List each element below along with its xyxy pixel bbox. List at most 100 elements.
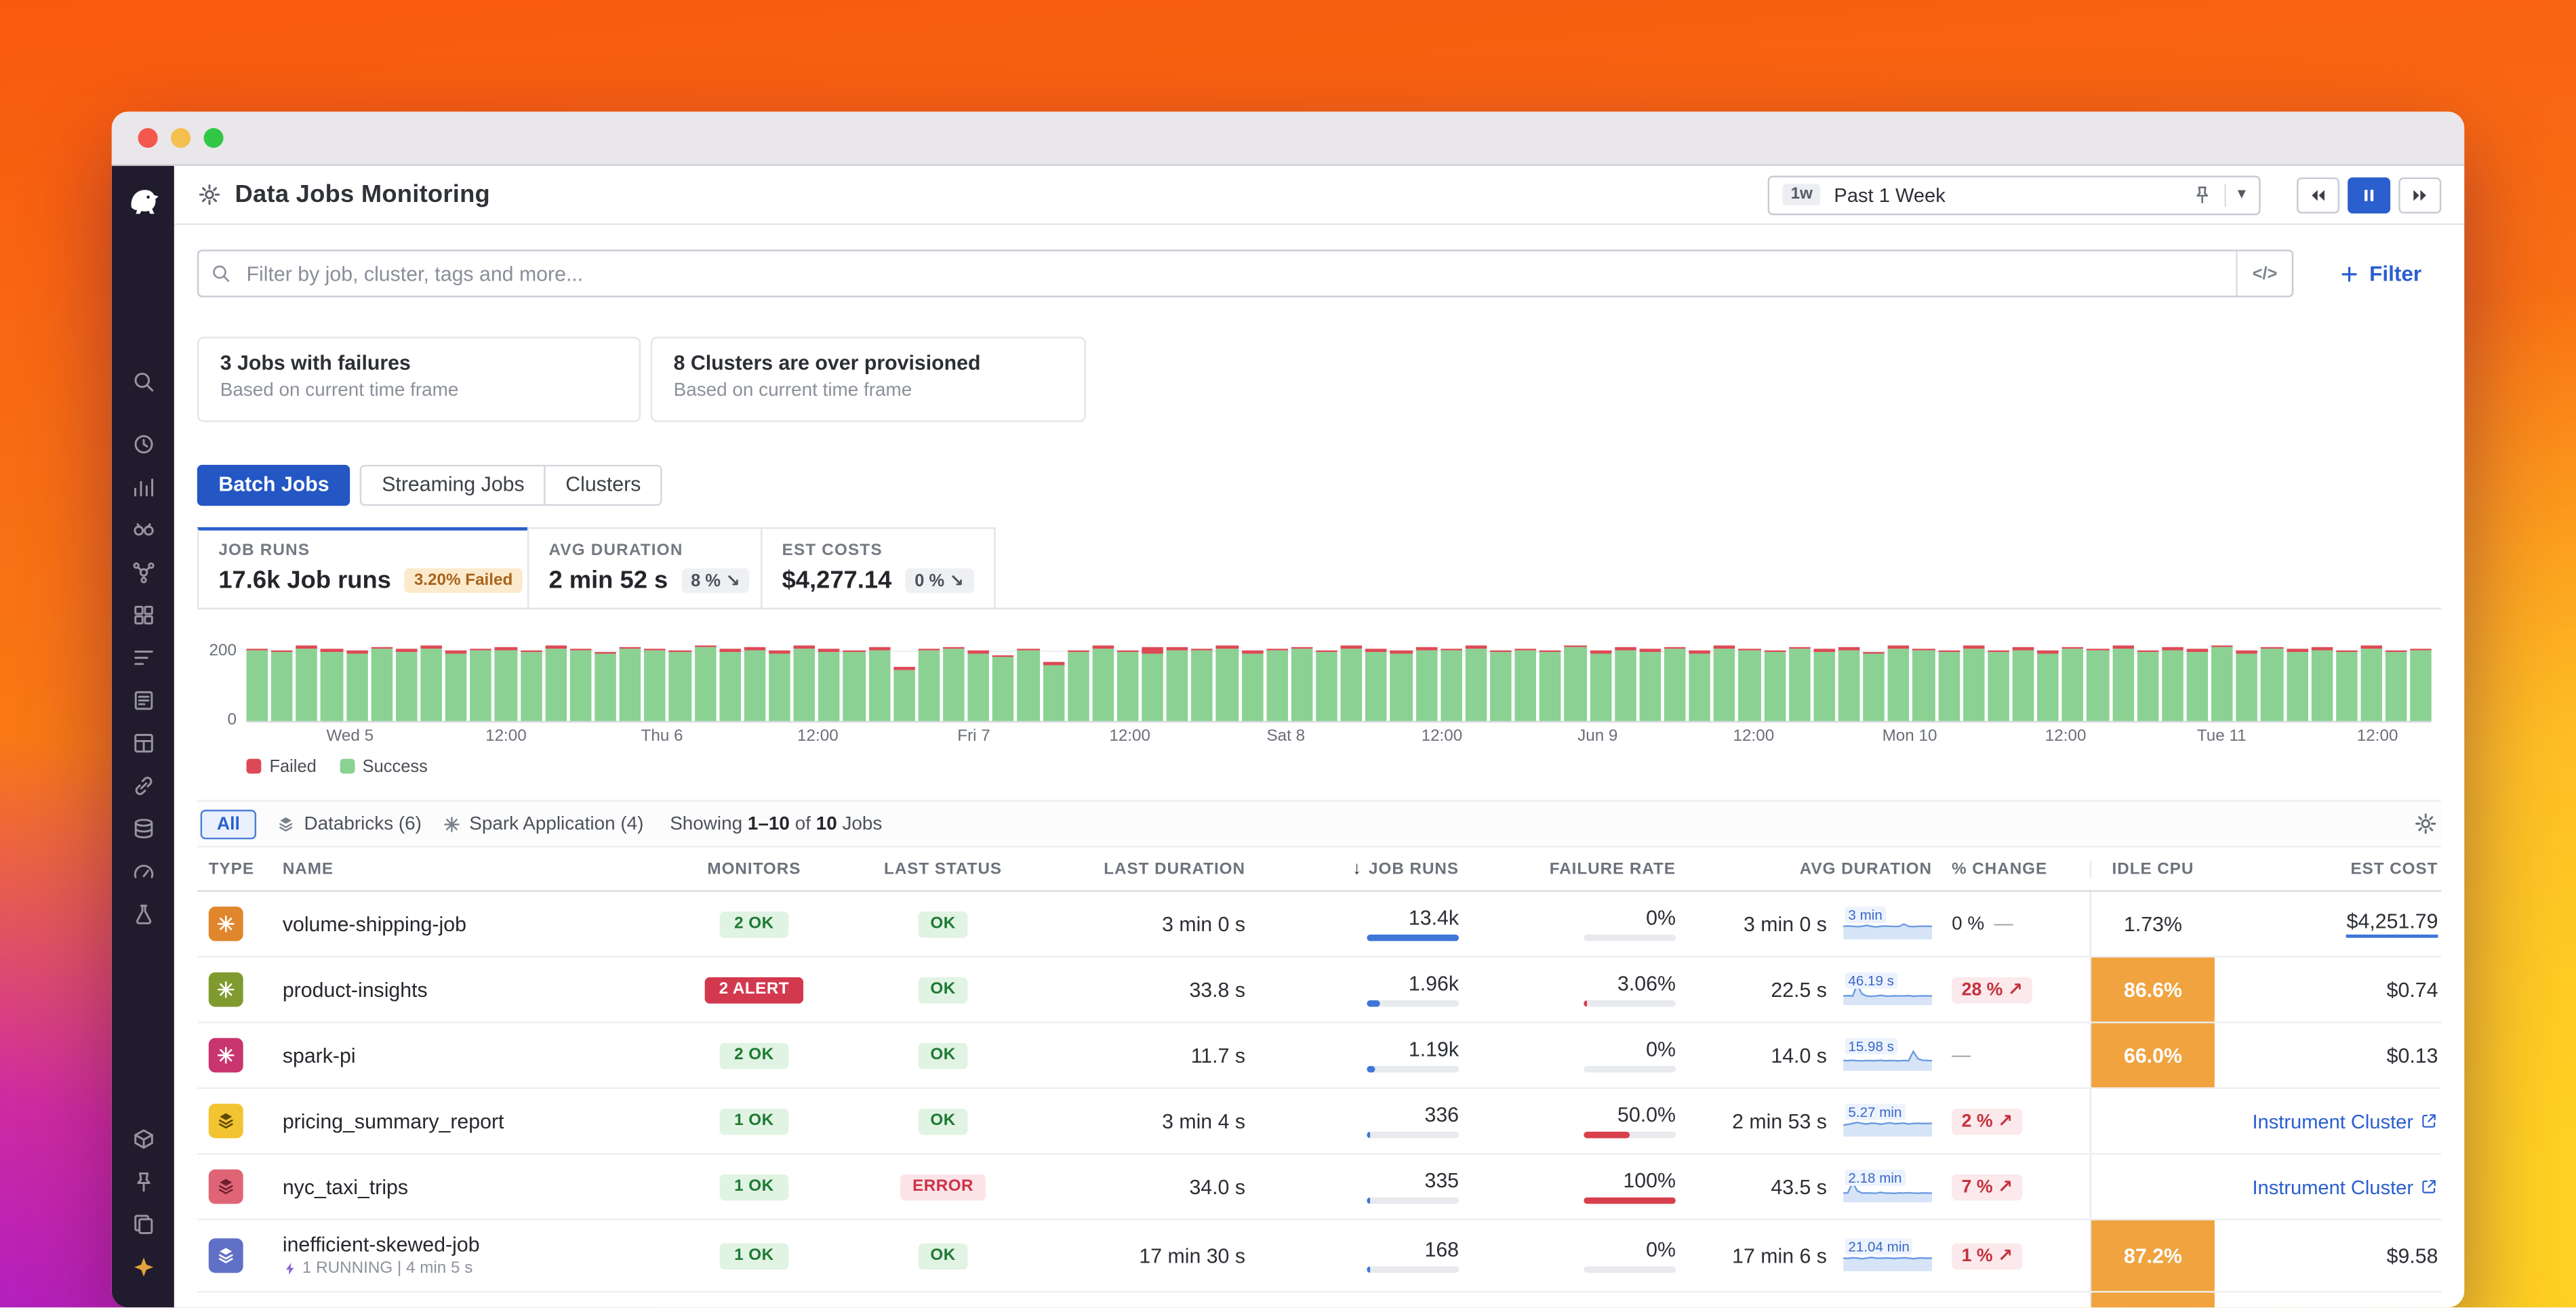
chart-bar[interactable] [1763,649,1786,721]
add-filter-button[interactable]: Filter [2330,260,2432,287]
chart-bar[interactable] [595,651,617,721]
chart-bar[interactable] [793,645,816,721]
chart-bar[interactable] [370,646,393,721]
sidebar-icon-apm[interactable] [112,550,174,593]
chart-plot-area[interactable] [246,629,2432,723]
chart-bar[interactable] [1067,649,1089,721]
chart-bar[interactable] [1539,649,1562,721]
chart-bar[interactable] [769,651,790,721]
chart-bar[interactable] [1017,648,1039,721]
chart-bar[interactable] [445,650,467,721]
job-name[interactable]: spark-pi [282,1044,356,1067]
sidebar-icon-integrations[interactable] [112,1117,174,1160]
column-header-idle-cpu[interactable]: IDLE CPU [2089,859,2215,878]
tab-streaming-jobs[interactable]: Streaming Jobs [360,464,546,506]
chart-bar[interactable] [2137,649,2159,721]
chart-bar[interactable] [1664,646,1686,721]
chip-databricks-6-[interactable]: Databricks (6) [276,814,422,834]
insight-card-overprovisioned-clusters[interactable]: 8 Clusters are over provisioned Based on… [650,336,1086,422]
chart-bar[interactable] [1565,645,1587,721]
chart-bar[interactable] [818,649,841,721]
chart-bar[interactable] [744,647,766,721]
table-row[interactable]: pricing_summary_report 1 OK OK 3 min 4 s 336… [197,1088,2442,1155]
zoom-window-button[interactable] [203,128,224,148]
chart-bar[interactable] [2186,649,2209,721]
sidebar-icon-docs[interactable] [112,1202,174,1245]
chevron-down-icon[interactable]: ▾ [2237,184,2246,203]
chart-bar[interactable] [1365,649,1388,721]
monitors-badge[interactable]: 2 ALERT [704,976,804,1003]
chart-bar[interactable] [644,648,666,721]
sidebar-icon-history[interactable] [112,422,174,465]
code-toggle-icon[interactable]: </> [2236,251,2292,296]
chart-bar[interactable] [2311,647,2333,721]
chart-bar[interactable] [1291,646,1313,721]
tab-clusters[interactable]: Clusters [544,464,662,506]
chart-bar[interactable] [1241,650,1264,721]
monitors-badge[interactable]: 2 OK [719,910,789,937]
job-name[interactable]: nyc_taxi_trips [282,1174,409,1198]
sidebar-icon-infrastructure[interactable] [112,593,174,636]
chart-bar[interactable] [1042,661,1064,721]
column-header-avg-duration[interactable]: AVG DURATION [1799,859,1933,878]
chart-bar[interactable] [1739,648,1760,721]
chart-bar[interactable] [1465,646,1487,721]
chart-bar[interactable] [1888,645,1910,721]
chart-bar[interactable] [346,651,368,721]
sidebar-icon-logs[interactable] [112,678,174,721]
chart-bar[interactable] [2062,646,2084,721]
table-row[interactable]: product-insights 2 ALERT OK 33.8 s 1.96k 3.06… [197,957,2442,1023]
chart-bar[interactable] [1614,647,1636,721]
time-range-picker[interactable]: 1w Past 1 Week ▾ [1767,175,2261,215]
filter-input[interactable] [243,260,2236,287]
chart-bar[interactable] [1266,648,1288,721]
table-row[interactable]: inefficient-skewed-job 1 RUNNING | 4 min … [197,1220,2442,1293]
chart-bar[interactable] [1788,647,1811,721]
chart-bar[interactable] [619,646,641,721]
sidebar-icon-data-jobs[interactable] [112,1245,174,1288]
column-header-last-status[interactable]: LAST STATUS [884,859,1003,878]
monitors-badge[interactable]: 1 OK [719,1242,789,1269]
chart-bar[interactable] [2335,649,2358,721]
chart-bar[interactable] [1639,649,1662,721]
chart-bar[interactable] [2161,647,2183,721]
column-header-job-runs[interactable]: ↓ JOB RUNS [1352,859,1460,879]
monitors-badge[interactable]: 2 OK [719,1042,789,1069]
chart-bar[interactable] [2410,648,2432,721]
table-row[interactable]: profit_measure_by_product_type1 OKOK43 m… [197,1292,2441,1308]
chart-bar[interactable] [1316,649,1338,721]
chart-bar[interactable] [719,649,741,721]
sidebar-icon-traces[interactable] [112,764,174,806]
rewind-button[interactable] [2297,176,2340,213]
chart-bar[interactable] [1191,649,1213,721]
chart-bar[interactable] [843,649,865,721]
chart-bar[interactable] [1863,651,1885,721]
column-header-monitors[interactable]: MONITORS [707,859,801,878]
chart-bar[interactable] [1689,650,1711,721]
table-settings-gear-icon[interactable] [2413,811,2438,836]
chart-bar[interactable] [544,645,567,721]
chart-bar[interactable] [918,649,940,721]
chart-bar[interactable] [1092,646,1114,721]
job-name[interactable]: product-insights [282,978,428,1002]
column-header-est-cost[interactable]: EST COST [2350,859,2438,878]
job-name[interactable]: volume-shipping-job [282,912,466,936]
close-window-button[interactable] [138,128,158,148]
chart-bar[interactable] [1912,649,1935,721]
chart-bar[interactable] [1341,645,1363,721]
sidebar-icon-dashboards[interactable] [112,721,174,764]
chart-bar[interactable] [1963,646,1985,721]
chart-bar[interactable] [992,655,1015,721]
chart-bar[interactable] [942,647,965,721]
chart-bar[interactable] [2386,650,2407,721]
table-row[interactable]: spark-pi 2 OK OK 11.7 s 1.19k 0% 14.0 s 15.98 s… [197,1023,2442,1089]
chart-bar[interactable] [569,649,592,721]
stat-tab-job-runs[interactable]: JOB RUNS 17.6k Job runs 3.20% Failed [197,527,529,610]
chart-bar[interactable] [2087,648,2109,721]
chart-bar[interactable] [495,647,517,721]
chart-bar[interactable] [1116,650,1139,721]
instrument-cluster-link[interactable]: Instrument Cluster [2252,1109,2438,1132]
column-header-type[interactable]: TYPE [208,859,254,878]
chart-bar[interactable] [296,646,318,721]
chart-bar[interactable] [1813,649,1836,721]
